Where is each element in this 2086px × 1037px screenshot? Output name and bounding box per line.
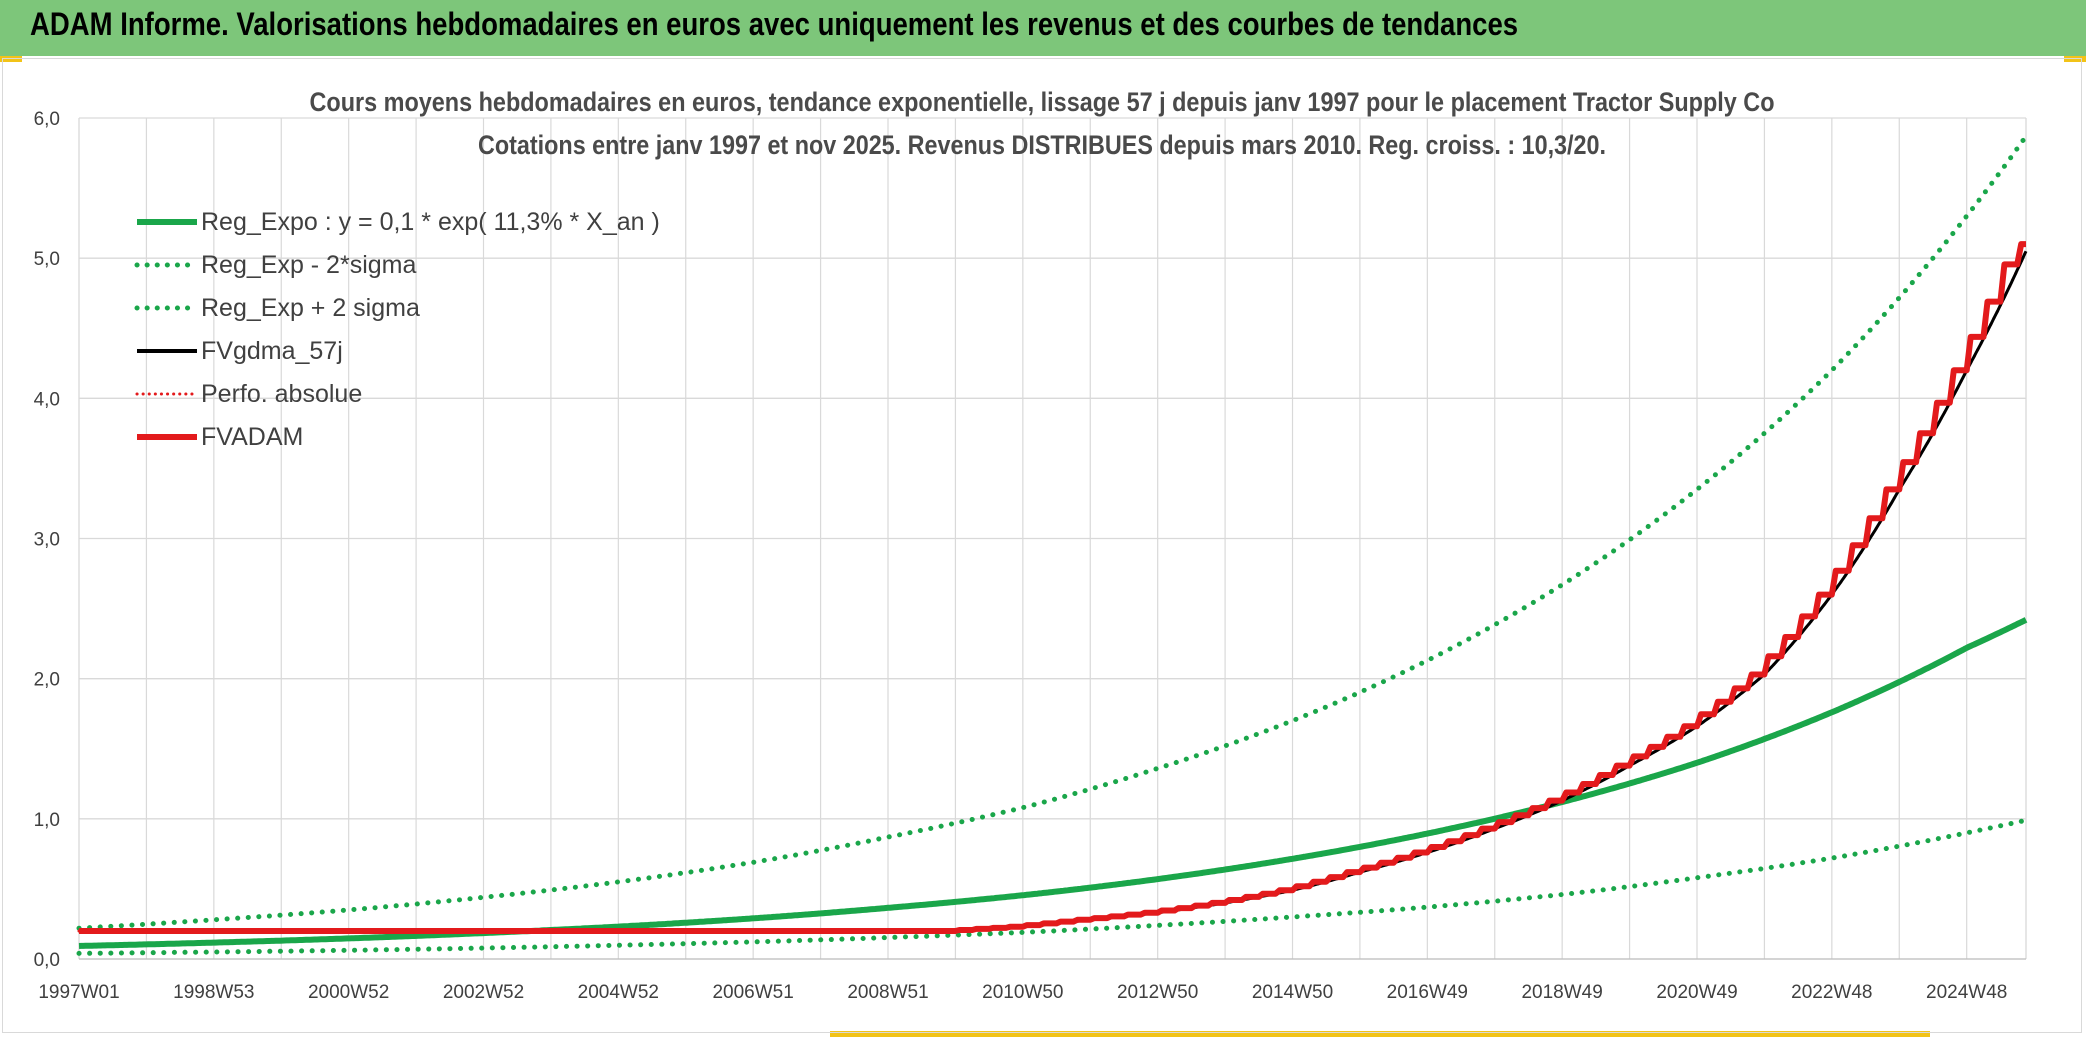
grid-lines	[78, 117, 2027, 960]
report-header-bar: ADAM Informe. Valorisations hebdomadaire…	[0, 0, 2086, 56]
x-tick-label: 2008W51	[847, 982, 928, 1003]
x-tick-label: 2020W49	[1656, 982, 1737, 1003]
legend-label: Reg_Exp + 2 sigma	[201, 294, 420, 322]
y-tick-label: 2,0	[34, 670, 60, 691]
corner-mark-top-left	[0, 56, 22, 62]
legend-label: FVADAM	[201, 423, 303, 451]
chart-frame	[2, 58, 2082, 1033]
x-tick-label: 2022W48	[1791, 982, 1872, 1003]
x-tick-label: 2004W52	[578, 982, 659, 1003]
y-tick-label: 6,0	[34, 109, 60, 130]
x-tick-label: 2010W50	[982, 982, 1063, 1003]
x-tick-label: 2002W52	[443, 982, 524, 1003]
series-line-3	[79, 250, 2028, 933]
legend-label: Perfo. absolue	[201, 380, 362, 408]
series-line-5	[79, 241, 2026, 934]
axis-labels: 0,0 1,0 2,0 3,0 4,0 5,0 6,0 1997W01 1998W53 2000W…	[34, 109, 2008, 1003]
chart-title: Cours moyens hebdomadaires en euros, ten…	[310, 87, 1775, 117]
series-line-0	[78, 617, 2028, 949]
series-line-4	[77, 249, 2028, 933]
corner-mark-top-right	[2064, 56, 2086, 62]
x-tick-label: 1998W53	[173, 982, 254, 1003]
y-tick-label: 1,0	[34, 810, 60, 831]
x-tick-label: 1997W01	[38, 982, 119, 1003]
x-tick-label: 2016W49	[1387, 982, 1468, 1003]
y-tick-label: 0,0	[34, 950, 60, 971]
y-tick-label: 3,0	[34, 530, 60, 551]
corner-mark-bottom-center	[830, 1031, 1930, 1037]
y-tick-label: 5,0	[34, 249, 60, 270]
report-title: ADAM Informe. Valorisations hebdomadaire…	[30, 6, 1519, 42]
x-tick-label: 2000W52	[308, 982, 389, 1003]
y-tick-label: 4,0	[34, 389, 60, 410]
series-line-1	[76, 817, 2029, 956]
legend-label: Reg_Exp - 2*sigma	[201, 251, 416, 279]
legend: Reg_Expo : y = 0,1 * exp( 11,3% * X_an )…	[134, 208, 660, 451]
x-tick-label: 2024W48	[1926, 982, 2007, 1003]
legend-label: FVgdma_57j	[201, 337, 343, 365]
x-tick-label: 2014W50	[1252, 982, 1333, 1003]
series-lines	[76, 133, 2029, 956]
x-tick-label: 2018W49	[1521, 982, 1602, 1003]
series-line-2	[76, 133, 2029, 931]
x-tick-label: 2012W50	[1117, 982, 1198, 1003]
x-tick-label: 2006W51	[712, 982, 793, 1003]
legend-label: Reg_Expo : y = 0,1 * exp( 11,3% * X_an )	[201, 208, 660, 236]
chart-subtitle: Cotations entre janv 1997 et nov 2025. R…	[478, 130, 1606, 160]
